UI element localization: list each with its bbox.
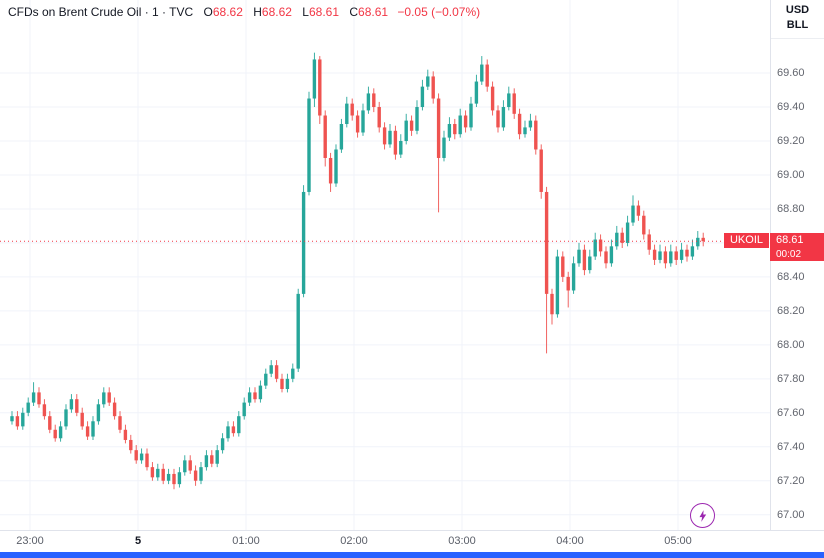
axis-currency: USD [785,4,810,16]
price-axis-label: 68.20 [777,304,805,317]
open-label: O [203,5,213,19]
time-axis-label: 04:00 [556,535,584,547]
time-axis-label: 03:00 [448,535,476,547]
price-badge-symbol: UKOIL [723,233,769,249]
high-label: H [253,5,262,19]
quick-trade-button[interactable] [690,503,715,528]
price-axis-label: 67.40 [777,440,805,453]
open-value: 68.62 [212,5,243,19]
price-axis-label: 68.40 [777,270,805,283]
price-axis-label: 69.60 [777,67,805,80]
current-price-badge: UKOIL 68.61 00:02 [723,233,824,262]
price-axis-label: 67.20 [777,474,805,487]
low-label: L [302,5,309,19]
time-axis-label: 01:00 [232,535,260,547]
price-axis-label: 69.20 [777,134,805,147]
close-label: C [349,5,359,19]
close-value: 68.61 [358,5,389,19]
price-axis-label: 67.00 [777,508,805,521]
price-axis-label: 67.60 [777,406,805,419]
low-value: 68.61 [308,5,339,19]
price-axis-label: 68.80 [777,202,805,215]
price-badge-countdown: 00:02 [770,248,824,262]
change-value: −0.05 (−0.07%) [397,5,481,19]
chart-area[interactable]: CFDs on Brent Crude Oil · 1 · TVC O68.62… [0,0,770,530]
price-axis[interactable]: USD BLL 69.6069.4069.2069.0068.8068.6068… [770,0,824,530]
time-axis-label: 23:00 [16,535,44,547]
price-axis-label: 68.00 [777,338,805,351]
time-axis-label: 05:00 [664,535,692,547]
axis-unit: BLL [786,19,809,31]
symbol-title[interactable]: CFDs on Brent Crude Oil · 1 · TVC [8,5,194,19]
price-axis-label: 69.40 [777,101,805,114]
time-axis[interactable]: 23:00 5 01:00 02:00 03:00 04:00 05:00 [0,530,824,552]
chart-legend: CFDs on Brent Crude Oil · 1 · TVC O68.62… [8,5,480,19]
candlestick-chart[interactable] [0,0,770,530]
high-value: 68.62 [261,5,292,19]
lightning-icon [699,509,706,522]
time-axis-label: 02:00 [340,535,368,547]
axis-unit-block: USD BLL [771,0,824,39]
price-axis-label: 67.80 [777,372,805,385]
price-axis-label: 69.00 [777,168,805,181]
timeline-scrollbar[interactable] [0,552,824,558]
time-axis-label: 5 [134,535,142,547]
price-badge-price: 68.61 [770,233,824,249]
